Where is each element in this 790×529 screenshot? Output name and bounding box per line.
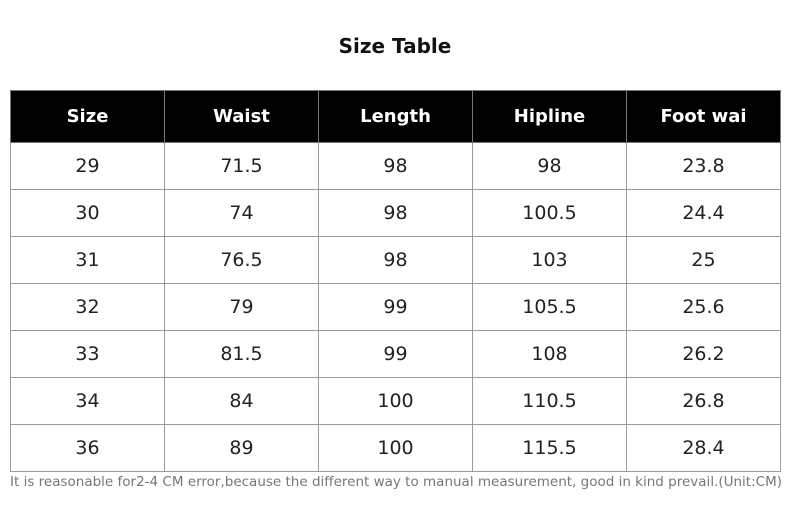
table-cell: 29 <box>10 142 165 190</box>
table-cell: 26.2 <box>626 330 781 378</box>
table-cell: 76.5 <box>164 236 319 284</box>
table-cell: 98 <box>318 189 473 237</box>
footnote: It is reasonable for2-4 CM error,because… <box>10 474 782 490</box>
table-cell: 24.4 <box>626 189 781 237</box>
header-cell: Size <box>10 90 165 143</box>
header-cell: Length <box>318 90 473 143</box>
table-cell: 108 <box>472 330 627 378</box>
table-cell: 34 <box>10 377 165 425</box>
table-cell: 28.4 <box>626 424 781 472</box>
table-cell: 71.5 <box>164 142 319 190</box>
table-cell: 26.8 <box>626 377 781 425</box>
header-row: Size Waist Length Hipline Foot wai <box>10 90 781 143</box>
table-cell: 115.5 <box>472 424 627 472</box>
table-row: 36 89 100 115.5 28.4 <box>10 424 781 472</box>
table-cell: 25.6 <box>626 283 781 331</box>
table-cell: 99 <box>318 330 473 378</box>
table-cell: 110.5 <box>472 377 627 425</box>
table-cell: 81.5 <box>164 330 319 378</box>
table-row: 29 71.5 98 98 23.8 <box>10 142 781 190</box>
table-cell: 74 <box>164 189 319 237</box>
table-row: 33 81.5 99 108 26.2 <box>10 330 781 378</box>
table-row: 31 76.5 98 103 25 <box>10 236 781 284</box>
table-cell: 100 <box>318 377 473 425</box>
table-cell: 23.8 <box>626 142 781 190</box>
title: Size Table <box>338 34 452 58</box>
table-row: 34 84 100 110.5 26.8 <box>10 377 781 425</box>
table-cell: 32 <box>10 283 165 331</box>
table-cell: 100 <box>318 424 473 472</box>
table-cell: 98 <box>472 142 627 190</box>
table-cell: 84 <box>164 377 319 425</box>
table-cell: 100.5 <box>472 189 627 237</box>
header-cell: Foot wai <box>626 90 781 143</box>
table-cell: 79 <box>164 283 319 331</box>
table-cell: 89 <box>164 424 319 472</box>
table-cell: 99 <box>318 283 473 331</box>
table-row: 30 74 98 100.5 24.4 <box>10 189 781 237</box>
table-cell: 98 <box>318 236 473 284</box>
table-cell: 30 <box>10 189 165 237</box>
table-cell: 36 <box>10 424 165 472</box>
table-cell: 98 <box>318 142 473 190</box>
table-body: 29 71.5 98 98 23.8 30 74 98 100.5 24.4 31 76.5 98 103… <box>10 142 781 472</box>
table-cell: 33 <box>10 330 165 378</box>
table-cell: 103 <box>472 236 627 284</box>
table-row: 32 79 99 105.5 25.6 <box>10 283 781 331</box>
table-cell: 25 <box>626 236 781 284</box>
table-cell: 105.5 <box>472 283 627 331</box>
size-table: Size Waist Length Hipline Foot wai 29 71.5 98 9… <box>10 90 781 472</box>
table-cell: 31 <box>10 236 165 284</box>
header-cell: Waist <box>164 90 319 143</box>
header-cell: Hipline <box>472 90 627 143</box>
